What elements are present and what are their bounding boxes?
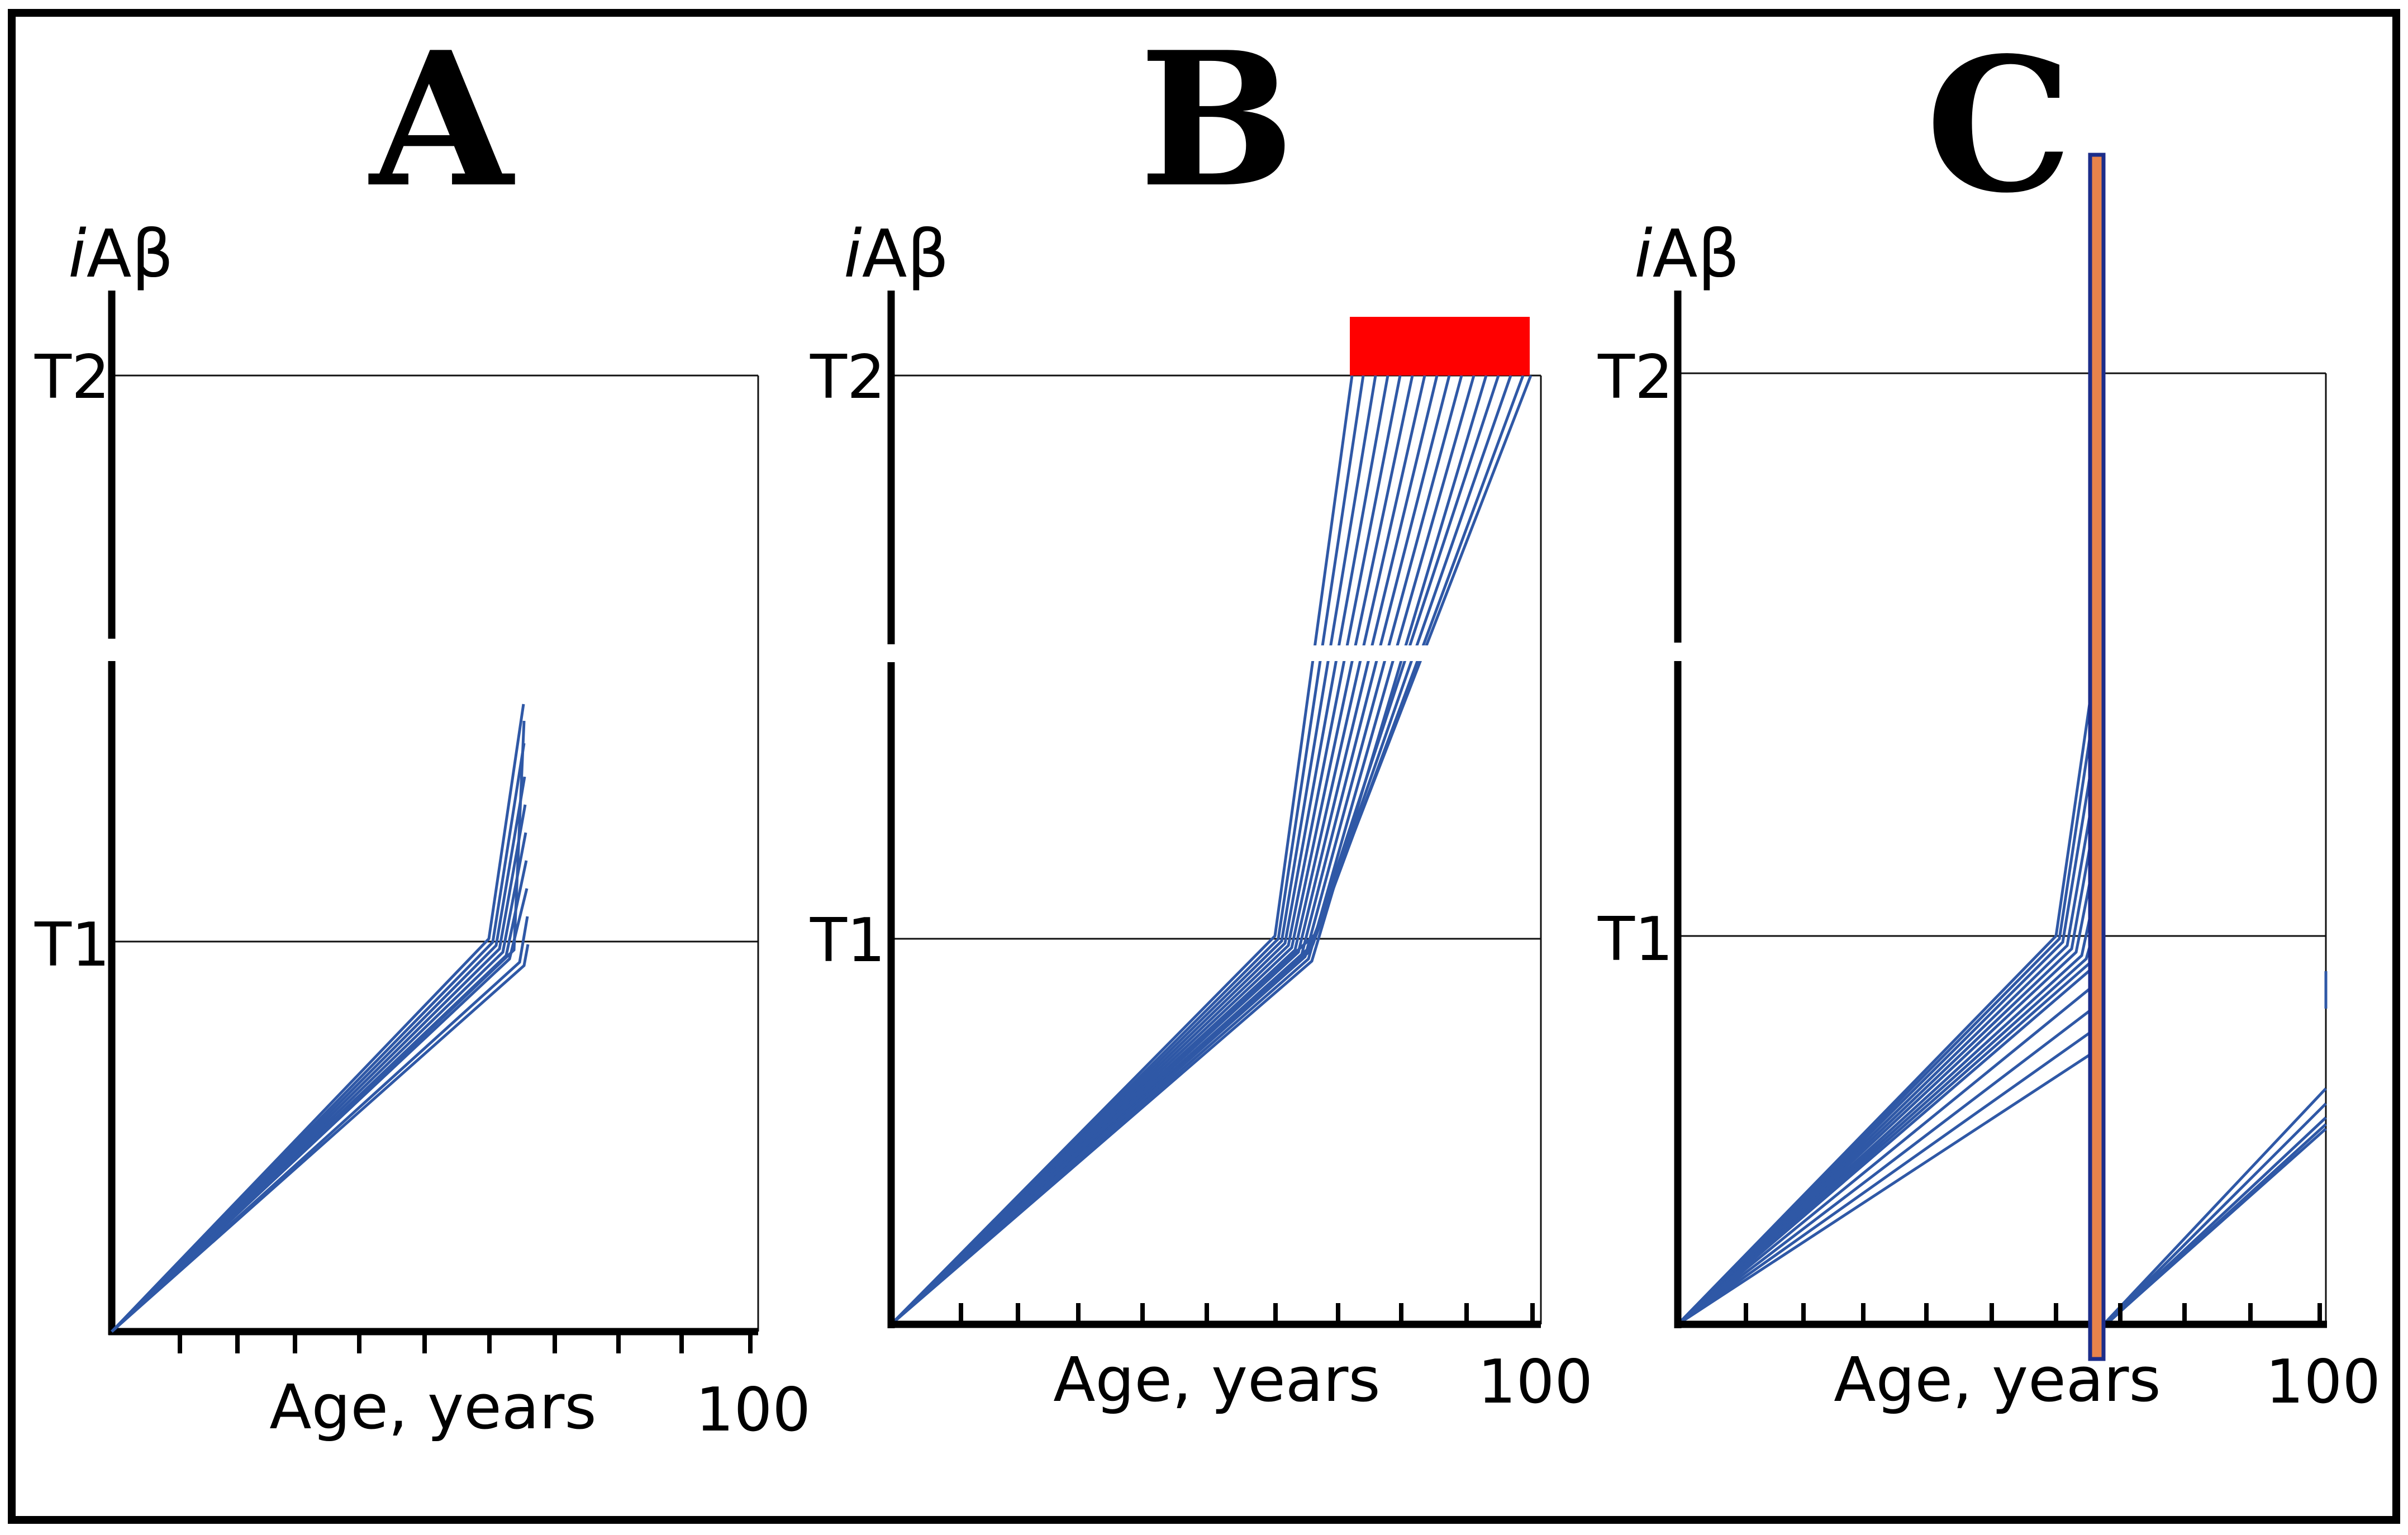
panel-a-letter: A	[367, 11, 517, 228]
panel-a: A iAβ T2 T1 Age, years 100	[34, 11, 811, 1445]
panel-b-t1-label: T1	[810, 906, 886, 976]
panel-c-x-end-tick-label: 100	[2266, 1347, 2381, 1417]
trajectory	[1677, 982, 2097, 1325]
panel-b-trajectories	[890, 375, 1533, 1325]
panel-a-trajectories	[111, 704, 530, 1333]
figure-frame	[8, 9, 2400, 1524]
y-axis-title-prefix: i	[844, 215, 862, 292]
trajectory-restart	[2105, 1116, 2327, 1324]
panel-c: C iAβ T2 T1	[1597, 17, 2381, 1417]
panel-c-y-axis-title: iAβ	[1634, 215, 1740, 292]
panel-b-x-ticks	[959, 1303, 1535, 1324]
trajectory	[111, 804, 527, 1333]
panel-a-t2-label: T2	[34, 343, 110, 412]
trajectory	[111, 704, 525, 1333]
panel-b-t2-label: T2	[810, 343, 886, 412]
panel-b-y-axis-title: iAβ	[844, 215, 949, 292]
y-axis-title-prefix: i	[1634, 215, 1653, 292]
trajectory	[111, 916, 529, 1333]
panel-b-x-axis-label: Age, years	[1053, 1344, 1380, 1415]
y-axis-title-suffix: Aβ	[1653, 215, 1740, 292]
trajectory	[1677, 737, 2098, 1325]
trajectory	[1677, 704, 2091, 1325]
panel-b-axis-break-gap	[1285, 645, 1453, 661]
panel-a-x-axis-label: Age, years	[269, 1371, 596, 1443]
panel-b-letter: B	[1139, 11, 1295, 228]
trajectory-restart	[2105, 1087, 2327, 1323]
trajectory	[1677, 1026, 2097, 1326]
panel-c-intervention-bar	[2088, 153, 2106, 1361]
trajectory	[111, 743, 526, 1333]
panel-a-x-end-tick-label: 100	[696, 1375, 811, 1445]
trajectory	[111, 776, 526, 1333]
trajectory	[890, 375, 1533, 1325]
panel-a-y-axis-title: iAβ	[68, 215, 174, 292]
panel-c-t1-label: T1	[1597, 905, 1673, 975]
y-axis-title-prefix: i	[68, 215, 87, 292]
trajectory-restart	[2105, 1123, 2327, 1325]
panel-b-t2-crossing-marker	[1350, 317, 1530, 376]
panel-c-t2-label: T2	[1597, 343, 1673, 412]
panel-c-x-axis-label: Age, years	[1834, 1344, 2160, 1415]
trajectory	[1677, 1005, 2097, 1325]
trajectory	[890, 375, 1354, 1325]
panel-a-t1-label: T1	[34, 910, 110, 980]
panel-a-x-ticks	[178, 1332, 753, 1353]
y-axis-title-suffix: Aβ	[87, 215, 174, 292]
panel-b: B iAβ T2 T1	[810, 11, 1593, 1417]
trajectory	[111, 944, 530, 1333]
panel-b-x-end-tick-label: 100	[1478, 1347, 1593, 1417]
y-axis-title-suffix: Aβ	[862, 215, 949, 292]
trajectory	[890, 375, 1488, 1325]
trajectory	[1677, 1049, 2097, 1326]
trajectory	[111, 720, 526, 1333]
trajectory	[1677, 765, 2100, 1325]
panel-c-x-ticks	[1744, 1303, 2322, 1324]
trajectory	[1677, 720, 2094, 1325]
trajectory-restart	[2105, 1102, 2327, 1324]
panel-c-letter: C	[1926, 17, 2073, 234]
